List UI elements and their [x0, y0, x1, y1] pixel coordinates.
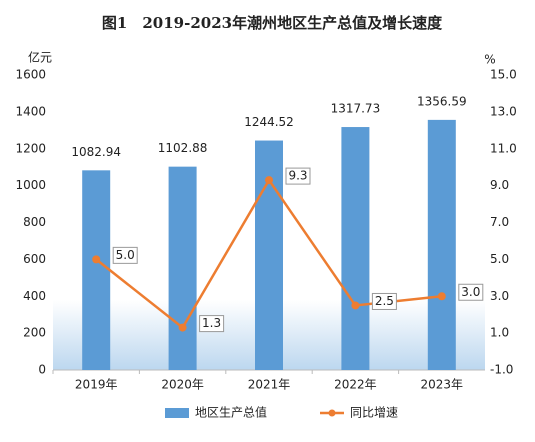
line-point: [265, 176, 273, 185]
line-point: [351, 301, 360, 310]
legend-label: 同比增速: [350, 406, 398, 420]
y2-tick-label: 9.0: [490, 178, 509, 192]
y-axis-unit: 亿元: [28, 50, 52, 65]
value-label-box: [112, 246, 138, 264]
y-tick-label: 1600: [15, 68, 46, 82]
bar-value-label: 1244.52: [244, 115, 294, 129]
y2-tick-label: 1.0: [490, 326, 509, 340]
bar-value-label: 1356.59: [417, 94, 467, 108]
legend-swatch-marker: [328, 409, 336, 417]
value-label-box: [371, 292, 397, 310]
bar-value-label: 1102.88: [158, 141, 208, 155]
bar: [168, 166, 197, 370]
y2-tick-label: -1.0: [490, 363, 513, 377]
y2-tick-label: 5.0: [490, 252, 509, 266]
x-tick-label: 2019年: [75, 378, 118, 392]
value-label-box: [458, 283, 484, 301]
y2-tick-label: 13.0: [490, 104, 517, 118]
line-value-label: 1.3: [202, 316, 221, 330]
y-tick-label: 1000: [15, 178, 46, 192]
line-point: [178, 323, 187, 332]
bar: [341, 127, 370, 370]
y-tick-label: 0: [38, 363, 46, 377]
y-tick-label: 1200: [15, 141, 46, 155]
y-tick-label: 400: [23, 289, 46, 303]
line-value-label: 9.3: [288, 169, 307, 183]
line-value-label: 3.0: [461, 285, 480, 299]
y-tick-label: 600: [23, 252, 46, 266]
value-label-box: [199, 315, 225, 333]
x-tick-label: 2021年: [248, 378, 291, 392]
x-tick-label: 2023年: [421, 378, 464, 392]
y-tick-label: 1400: [15, 104, 46, 118]
y2-axis-unit: %: [484, 53, 495, 67]
x-tick-label: 2020年: [161, 378, 204, 392]
value-label-box: [285, 167, 311, 185]
y2-tick-label: 7.0: [490, 215, 509, 229]
bar: [427, 119, 456, 370]
y2-tick-label: 11.0: [490, 141, 517, 155]
x-tick-label: 2022年: [334, 378, 377, 392]
y2-tick-label: 3.0: [490, 289, 509, 303]
bar: [255, 140, 283, 370]
line-value-label: 5.0: [116, 248, 135, 262]
y2-tick-label: 15.0: [490, 68, 517, 82]
legend-swatch: [165, 408, 189, 418]
line-point: [92, 255, 101, 264]
line-point: [437, 292, 446, 301]
line-value-label: 2.5: [375, 294, 394, 308]
bar: [82, 170, 111, 370]
bar-value-label: 1082.94: [71, 145, 121, 159]
legend-label: 地区生产总值: [195, 405, 267, 420]
y-tick-label: 800: [23, 215, 46, 229]
y-tick-label: 200: [23, 326, 46, 340]
bar-value-label: 1317.73: [331, 102, 381, 116]
chart-title: 图1 2019-2023年潮州地区生产总值及增长速度: [102, 14, 443, 32]
